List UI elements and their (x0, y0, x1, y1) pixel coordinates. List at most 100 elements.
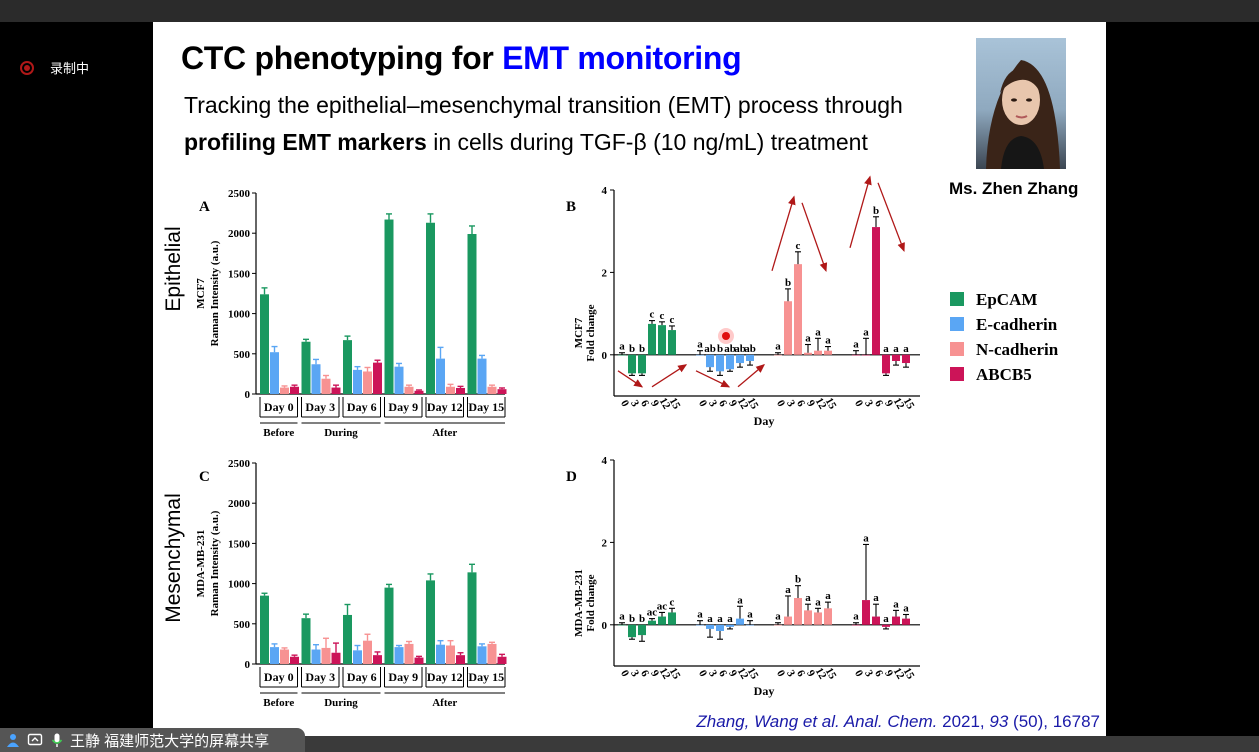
bar (414, 657, 424, 664)
day-tick-label: 3 (862, 668, 875, 679)
y-axis-label: MCF7 (573, 317, 585, 348)
y-axis-label: Fold change (585, 574, 597, 631)
bar (270, 352, 279, 394)
category-label: Day 0 (264, 400, 294, 414)
bar (902, 618, 910, 625)
significance-letter: a (883, 613, 889, 625)
bar (706, 354, 714, 368)
bar (301, 618, 311, 664)
y-axis-label: Fold change (585, 304, 597, 361)
significance-letter: a (697, 609, 703, 621)
trend-arrow (737, 363, 765, 388)
group-label: Before (263, 427, 294, 439)
recording-indicator[interactable]: 录制中 (20, 58, 89, 77)
screen-share-bar[interactable]: 王静 福建师范大学的屏幕共享 (0, 728, 305, 752)
y-tick-label: 2000 (228, 498, 251, 510)
bar (301, 341, 311, 394)
bar (487, 386, 497, 394)
significance-letter: a (873, 592, 879, 604)
day-tick-label: 0 (852, 398, 865, 409)
category-label: Day 6 (347, 670, 377, 684)
bar (628, 354, 636, 374)
significance-letter: a (825, 335, 831, 347)
screen-share-icon[interactable] (26, 731, 44, 749)
category-label: Day 9 (388, 670, 418, 684)
category-label: Day 9 (388, 400, 418, 414)
significance-letter: ac (647, 607, 658, 619)
significance-letter: a (893, 343, 899, 355)
person-icon[interactable] (4, 731, 22, 749)
bar (658, 616, 666, 625)
bar (373, 655, 382, 664)
significance-letter: b (639, 613, 645, 625)
significance-letter: c (670, 314, 675, 326)
title-plain: CTC phenotyping for (181, 40, 503, 76)
group-label: After (432, 697, 457, 709)
legend-label: N-cadherin (976, 340, 1059, 359)
citation[interactable]: Zhang, Wang et al. Anal. Chem. 2021, 93 … (696, 712, 1100, 732)
day-tick-label: 3 (706, 668, 719, 679)
category-label: Day 3 (305, 670, 335, 684)
microphone-icon[interactable] (48, 731, 66, 749)
trend-arrow (801, 202, 828, 273)
bar (814, 350, 822, 355)
significance-letter: a (785, 584, 791, 596)
row-label-epithelial: Epithelial (162, 226, 185, 311)
bar (477, 646, 487, 664)
y-tick-label: 2 (602, 537, 608, 549)
day-tick-label: 9 (648, 668, 661, 679)
significance-letter: a (737, 594, 743, 606)
trend-arrow (617, 370, 644, 388)
panel-label: C (199, 469, 210, 485)
y-axis-label: MDA-MB-231 (195, 530, 207, 598)
bar (321, 378, 331, 394)
bar (862, 354, 870, 356)
significance-letter: c (670, 596, 675, 608)
significance-letter: ac (657, 600, 668, 612)
day-tick-label: 9 (804, 668, 817, 679)
bar (648, 323, 656, 355)
significance-letter: a (903, 603, 909, 615)
y-axis-label: Raman Intensity (a.u.) (209, 510, 221, 616)
day-tick-label: 0 (618, 398, 631, 409)
bar (373, 362, 382, 394)
subtitle-rest: in cells during TGF-β (10 ng/mL) treatme… (426, 129, 868, 155)
bar (872, 227, 880, 355)
day-tick-label: 3 (784, 398, 797, 409)
significance-letter: a (747, 609, 753, 621)
bar (618, 354, 626, 356)
y-tick-label: 4 (602, 185, 608, 197)
significance-letter: b (717, 343, 723, 355)
significance-letter: b (639, 343, 645, 355)
group-label: After (432, 427, 457, 439)
bar (794, 264, 802, 355)
bar (824, 350, 832, 355)
y-tick-label: 2000 (228, 228, 251, 240)
y-tick-label: 0 (245, 389, 251, 401)
bar (404, 386, 414, 394)
y-tick-label: 2500 (228, 458, 251, 470)
bar (658, 325, 666, 355)
bar (736, 618, 744, 625)
bar (726, 354, 734, 370)
bar (892, 354, 900, 361)
title-accent: EMT monitoring (502, 40, 742, 76)
day-tick-label: 6 (872, 668, 885, 679)
bar (638, 624, 646, 636)
bar (456, 387, 465, 394)
y-tick-label: 0 (602, 620, 608, 632)
bar (882, 354, 890, 374)
significance-letter: a (727, 613, 733, 625)
legend-swatch (950, 292, 964, 306)
bar (497, 389, 507, 394)
bar (260, 294, 269, 394)
day-tick-label: 9 (882, 668, 895, 679)
citation-year: 2021, (937, 712, 990, 731)
row-label-mesenchymal: Mesenchymal (162, 493, 185, 623)
bar (384, 587, 394, 664)
category-label: Day 12 (427, 670, 463, 684)
bar (414, 390, 424, 394)
bar (436, 358, 445, 394)
bar (363, 371, 372, 394)
legend-label: EpCAM (976, 290, 1037, 309)
